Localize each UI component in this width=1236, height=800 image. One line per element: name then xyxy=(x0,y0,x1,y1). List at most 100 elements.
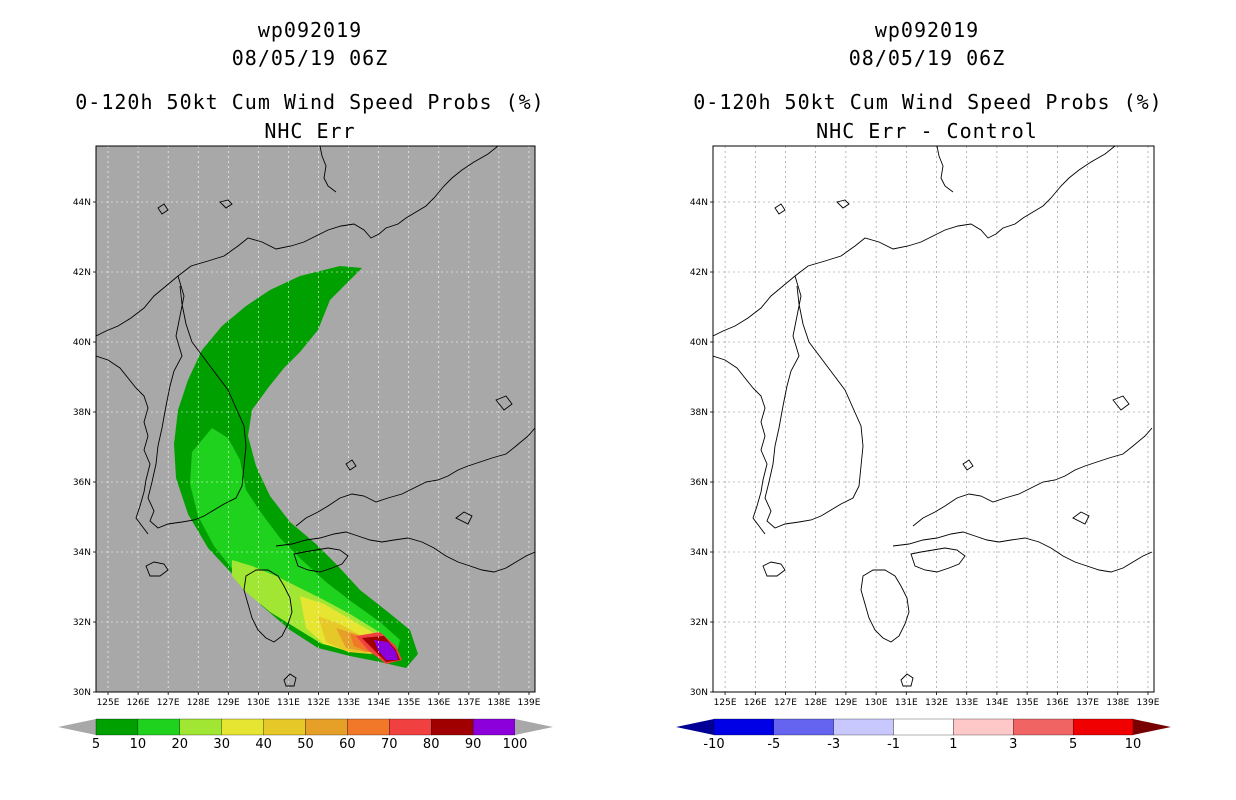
lon-tick-label: 130E xyxy=(865,698,888,708)
panel1-datetime: 08/05/19 06Z xyxy=(231,46,389,70)
colorbar-segment xyxy=(221,718,264,736)
lon-tick-label: 126E xyxy=(744,698,767,708)
lon-tick-label: 130E xyxy=(247,698,270,708)
lon-tick-label: 133E xyxy=(955,698,978,708)
lon-tick-label: 125E xyxy=(714,698,737,708)
lat-tick-label: 40N xyxy=(690,338,708,348)
colorbar-label: 20 xyxy=(172,737,189,752)
lon-tick-label: 131E xyxy=(277,698,300,708)
colorbar-high-end xyxy=(515,719,553,735)
lat-tick-label: 32N xyxy=(690,618,708,628)
colorbar-label: 5 xyxy=(1069,737,1077,752)
prob-90-contour xyxy=(374,640,398,660)
lon-tick-label: 127E xyxy=(774,698,797,708)
colorbar-label: 60 xyxy=(339,737,356,752)
panel1-product-title: 0-120h 50kt Cum Wind Speed Probs (%) xyxy=(75,90,545,114)
lat-tick-label: 42N xyxy=(73,268,91,278)
lat-tick-label: 30N xyxy=(73,688,91,698)
colorbar-segment xyxy=(305,718,348,736)
colorbar-segment xyxy=(95,718,139,736)
colorbar-segment xyxy=(713,718,775,736)
lat-tick-label: 36N xyxy=(73,478,91,488)
lon-tick-label: 135E xyxy=(1016,698,1039,708)
lat-tick-label: 36N xyxy=(690,478,708,488)
colorbar-label: -1 xyxy=(887,737,900,752)
colorbar-label: 10 xyxy=(1125,737,1142,752)
panel2-map-background xyxy=(713,146,1154,692)
lon-tick-label: 139E xyxy=(1137,698,1160,708)
lat-tick-label: 30N xyxy=(690,688,708,698)
colorbar-low-end xyxy=(676,719,714,735)
lat-tick-label: 32N xyxy=(73,618,91,628)
lon-tick-label: 138E xyxy=(487,698,510,708)
colorbar-segment xyxy=(389,718,432,736)
panel1-storm-id: wp092019 xyxy=(257,18,363,42)
lat-tick-label: 38N xyxy=(73,408,91,418)
panel2-subtitle: NHC Err - Control xyxy=(816,119,1038,143)
lat-tick-label: 34N xyxy=(73,548,91,558)
lon-tick-label: 137E xyxy=(457,698,480,708)
colorbar-segment xyxy=(953,718,1014,736)
colorbar-label: 50 xyxy=(297,737,314,752)
lat-tick-label: 38N xyxy=(690,408,708,418)
colorbar-segment xyxy=(431,718,474,736)
lon-tick-label: 128E xyxy=(804,698,827,708)
colorbar-label: 3 xyxy=(1009,737,1017,752)
colorbar-label: 5 xyxy=(92,737,100,752)
colorbar-label: 70 xyxy=(381,737,398,752)
lon-tick-label: 131E xyxy=(895,698,918,708)
colorbar-label: 90 xyxy=(465,737,482,752)
colorbar-segment xyxy=(1072,718,1134,736)
colorbar-label: -10 xyxy=(703,737,724,752)
lon-tick-label: 128E xyxy=(187,698,210,708)
colorbar-segment xyxy=(137,718,180,736)
lon-tick-label: 134E xyxy=(985,698,1008,708)
colorbar-label: 40 xyxy=(255,737,272,752)
colorbar-segment xyxy=(833,718,894,736)
panel2-axis-ticks: 125E 126E 127E 128E 129E 130E 131E 132E 133E 134E… xyxy=(690,198,1160,708)
colorbar-label: -3 xyxy=(827,737,840,752)
panel2-colorbar: -10 -5 -3 -1 1 3 5 10 xyxy=(676,718,1171,752)
panel1-frame xyxy=(95,145,536,693)
lon-tick-label: 137E xyxy=(1076,698,1099,708)
panel2-frame xyxy=(712,145,1155,693)
lon-tick-label: 135E xyxy=(397,698,420,708)
lon-tick-label: 132E xyxy=(307,698,330,708)
colorbar-segment xyxy=(179,718,222,736)
colorbar-high-end xyxy=(1133,719,1171,735)
panel1-subtitle: NHC Err xyxy=(264,119,356,143)
colorbar-segment xyxy=(263,718,306,736)
colorbar-segment xyxy=(773,718,834,736)
panel1-grid xyxy=(96,146,535,692)
colorbar-label: 100 xyxy=(503,737,528,752)
panel1-map: 125E 126E 127E 128E 129E 130E 131E 132E 133E 134E… xyxy=(73,145,541,708)
panel2-product-title: 0-120h 50kt Cum Wind Speed Probs (%) xyxy=(693,90,1163,114)
lon-tick-label: 126E xyxy=(127,698,150,708)
lon-tick-label: 133E xyxy=(337,698,360,708)
colorbar-segment xyxy=(893,718,954,736)
lon-tick-label: 136E xyxy=(427,698,450,708)
colorbar-label: 30 xyxy=(213,737,230,752)
colorbar-label: 10 xyxy=(130,737,147,752)
lat-tick-label: 44N xyxy=(73,198,91,208)
lon-tick-label: 125E xyxy=(97,698,120,708)
colorbar-low-end xyxy=(58,719,96,735)
colorbar-segment xyxy=(472,718,516,736)
lon-tick-label: 129E xyxy=(834,698,857,708)
panel1-axis-ticks: 125E 126E 127E 128E 129E 130E 131E 132E 133E 134E… xyxy=(73,198,541,708)
panel2-map: 125E 126E 127E 128E 129E 130E 131E 132E 133E 134E… xyxy=(690,145,1160,708)
lon-tick-label: 138E xyxy=(1106,698,1129,708)
lon-tick-label: 134E xyxy=(367,698,390,708)
lon-tick-label: 132E xyxy=(925,698,948,708)
panel2-datetime: 08/05/19 06Z xyxy=(848,46,1006,70)
lon-tick-label: 127E xyxy=(157,698,180,708)
lon-tick-label: 136E xyxy=(1046,698,1069,708)
lat-tick-label: 34N xyxy=(690,548,708,558)
colorbar-segment xyxy=(1013,718,1074,736)
lon-tick-label: 129E xyxy=(217,698,240,708)
colorbar-label: 1 xyxy=(949,737,957,752)
colorbar-label: -5 xyxy=(767,737,780,752)
lat-tick-label: 44N xyxy=(690,198,708,208)
panel1-colorbar: 5 10 20 30 40 50 60 70 80 90 100 xyxy=(58,718,553,752)
